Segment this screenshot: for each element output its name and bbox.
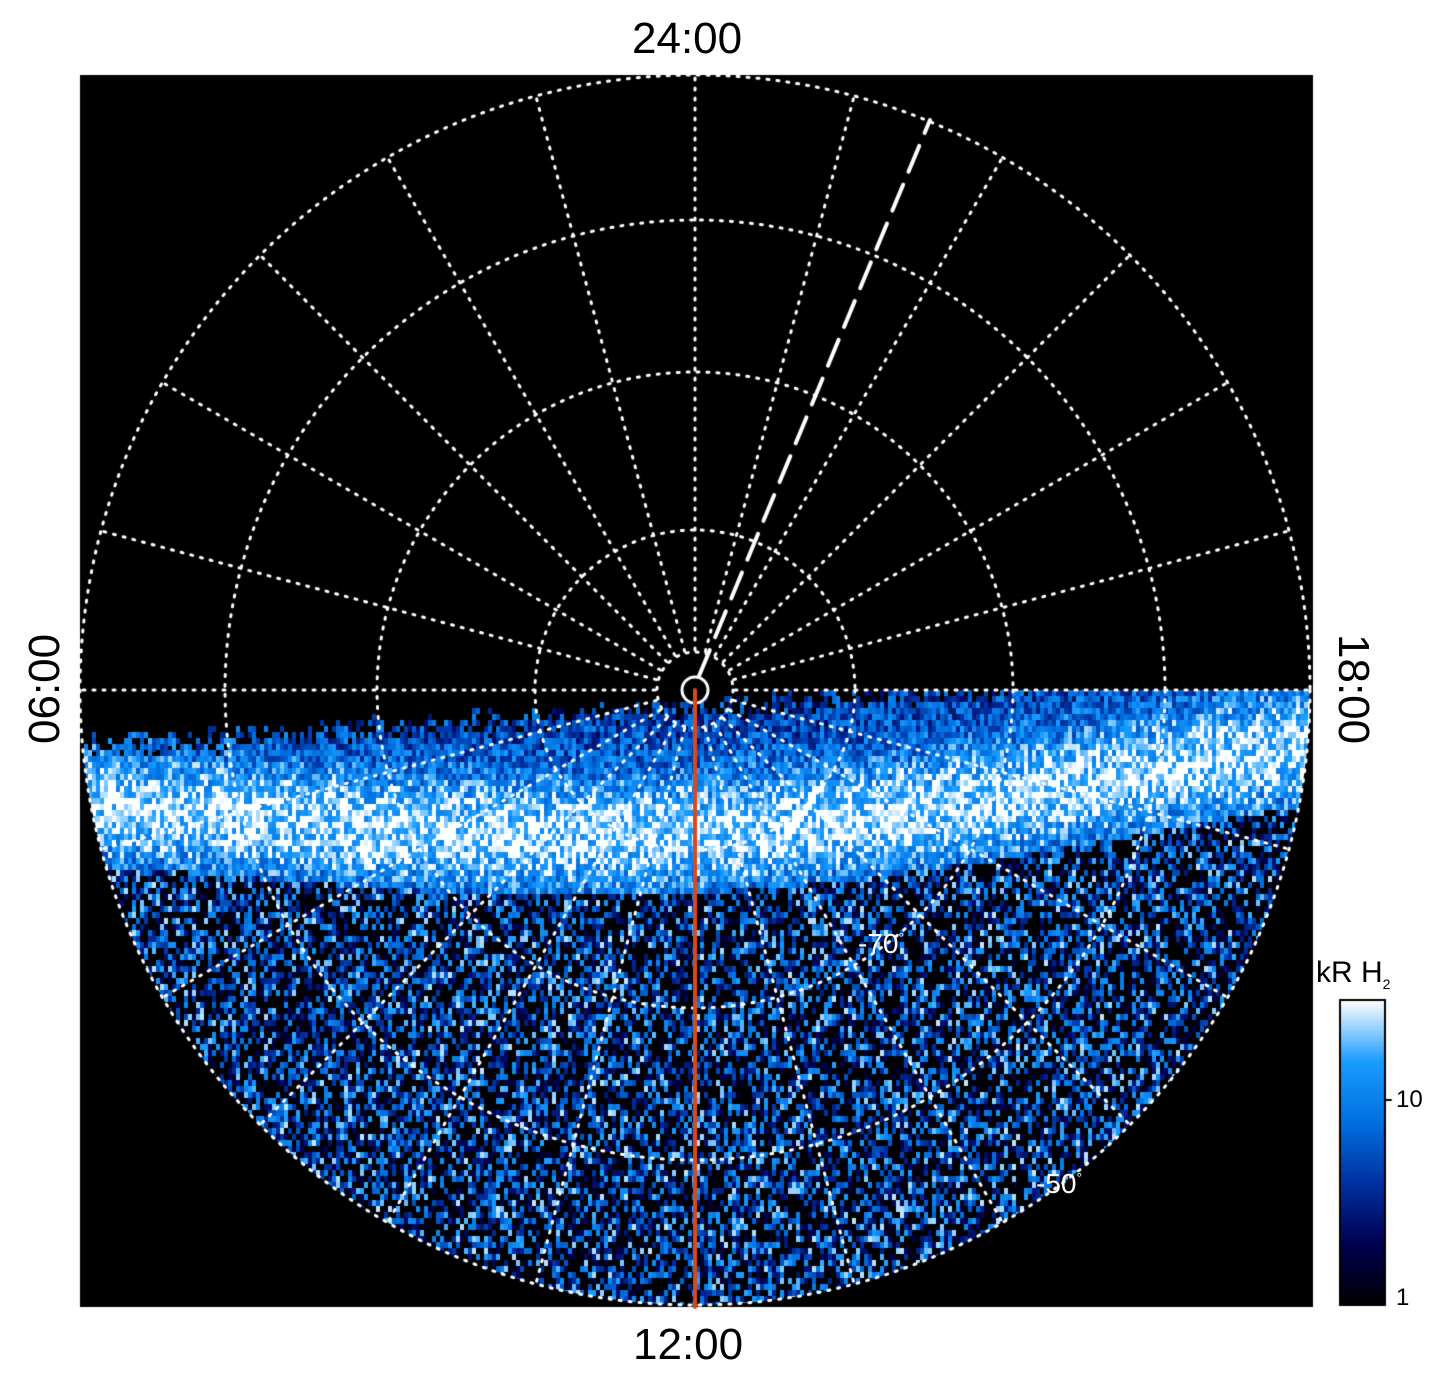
local-time-label-top: 24:00 <box>632 14 743 63</box>
colorbar-tick-1: 1 <box>1396 1284 1410 1311</box>
degree-unit: ° <box>1076 1169 1083 1186</box>
latitude-value: -70 <box>858 928 899 959</box>
degree-unit: ° <box>898 929 905 946</box>
colorbar-title-subscript: 2 <box>1382 976 1391 992</box>
colorbar-tick-10: 10 <box>1396 1086 1423 1113</box>
colorbar-title: kR H2 <box>1316 956 1390 992</box>
local-time-label-left: 06:00 <box>20 633 69 744</box>
latitude-value: -50 <box>1036 1168 1077 1199</box>
colorbar-title-text: kR H <box>1316 956 1383 989</box>
latitude-label-50: -50° <box>1036 1168 1082 1200</box>
latitude-label-70: -70° <box>858 928 904 960</box>
local-time-label-right: 18:00 <box>1329 634 1378 745</box>
local-time-label-bottom: 12:00 <box>633 1320 744 1369</box>
